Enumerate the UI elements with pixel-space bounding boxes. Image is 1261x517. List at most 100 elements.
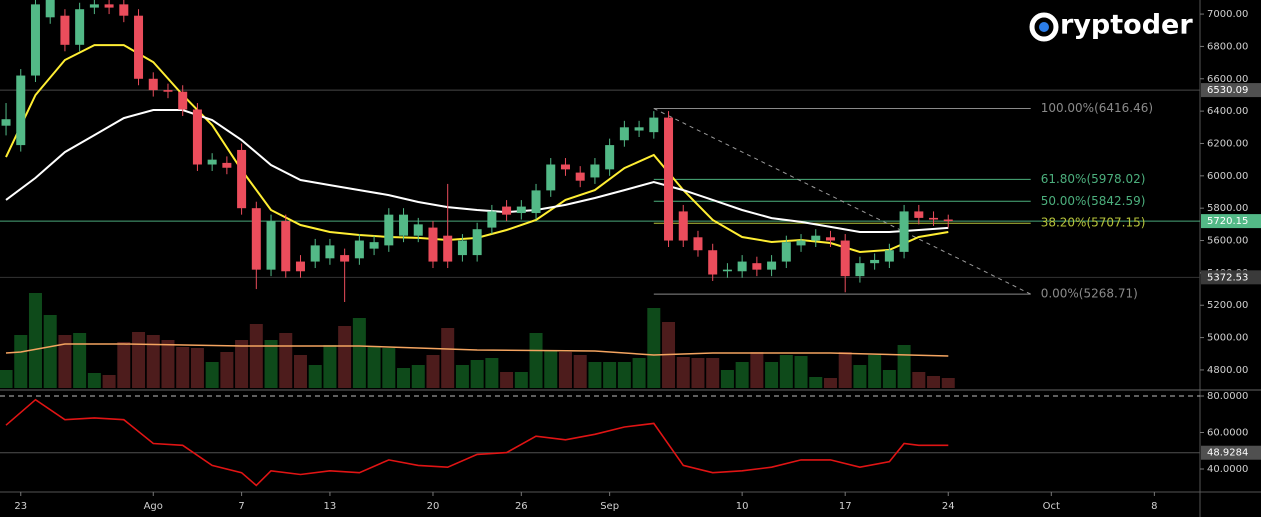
candle-body bbox=[369, 242, 379, 249]
candle-body bbox=[752, 263, 762, 270]
x-tick-label: 23 bbox=[14, 501, 27, 512]
fib-level-label: 61.80%(5978.02) bbox=[1041, 172, 1146, 186]
volume-bar bbox=[823, 378, 837, 388]
volume-bar bbox=[132, 332, 146, 388]
candle-body bbox=[678, 211, 688, 241]
candle-body bbox=[340, 255, 350, 262]
candle-body bbox=[914, 211, 924, 218]
volume-bar bbox=[676, 357, 690, 388]
volume-bar bbox=[58, 335, 72, 388]
candle-body bbox=[16, 75, 26, 146]
candle-body bbox=[649, 117, 659, 133]
candle-body bbox=[428, 227, 438, 262]
moving-average-line bbox=[5, 109, 949, 233]
volume-bar bbox=[397, 368, 411, 388]
x-tick-label: 7 bbox=[238, 501, 244, 512]
volume-bar bbox=[588, 362, 602, 388]
volume-bar bbox=[514, 372, 528, 388]
candle-body bbox=[531, 190, 541, 214]
volume-bar bbox=[220, 352, 234, 388]
volume-bar bbox=[28, 293, 42, 388]
volume-bar bbox=[632, 358, 646, 388]
volume-bar bbox=[102, 375, 116, 388]
candle-body bbox=[399, 214, 409, 236]
candle-body bbox=[325, 245, 335, 259]
candle-body bbox=[899, 211, 909, 252]
volume-bar bbox=[779, 355, 793, 388]
candle-body bbox=[884, 250, 894, 262]
candle-body bbox=[737, 261, 747, 272]
y-tick-label: 6000.00 bbox=[1207, 171, 1248, 182]
candle-body bbox=[708, 250, 718, 275]
rsi-tick-label: 60.0000 bbox=[1207, 428, 1248, 439]
volume-bar bbox=[279, 333, 293, 388]
candle-body bbox=[384, 214, 394, 246]
candle-body bbox=[134, 15, 144, 79]
candle-body bbox=[1, 119, 11, 126]
volume-bar bbox=[647, 308, 661, 388]
y-tick-label: 6400.00 bbox=[1207, 106, 1248, 117]
volume-bar bbox=[14, 335, 28, 388]
volume-bar bbox=[897, 345, 911, 388]
candle-body bbox=[781, 242, 791, 262]
candle-body bbox=[825, 237, 835, 241]
rsi-pane bbox=[0, 395, 1200, 487]
candle-body bbox=[30, 4, 40, 76]
volume-average-line bbox=[5, 343, 949, 357]
candle-body bbox=[516, 206, 526, 214]
logo-icon-dot bbox=[1039, 22, 1049, 32]
volume-bar bbox=[176, 347, 190, 388]
fib-level-label: 100.00%(6416.46) bbox=[1041, 101, 1153, 115]
candle-body bbox=[605, 145, 615, 170]
candle-body bbox=[487, 211, 497, 228]
rsi-marker-label: 48.9284 bbox=[1207, 448, 1248, 459]
candle-body bbox=[443, 235, 453, 262]
logo: ryptoder bbox=[1029, 10, 1193, 42]
y-tick-label: 5200.00 bbox=[1207, 300, 1248, 311]
volume-bar bbox=[868, 355, 882, 388]
y-tick-label: 7000.00 bbox=[1207, 9, 1248, 20]
volume-bar bbox=[529, 333, 543, 388]
volume-bar bbox=[603, 362, 617, 388]
volume-bar bbox=[735, 362, 749, 388]
volume-bar bbox=[470, 360, 484, 388]
candle-body bbox=[664, 117, 674, 241]
volume-bar bbox=[293, 355, 307, 388]
candle-body bbox=[222, 162, 232, 168]
candle-body bbox=[767, 261, 777, 270]
price-marker-box bbox=[1201, 270, 1261, 285]
candle-body bbox=[178, 91, 188, 110]
y-tick-label: 5000.00 bbox=[1207, 333, 1248, 344]
fib-level-label: 38.20%(5707.15) bbox=[1041, 216, 1146, 230]
volume-bar bbox=[43, 315, 57, 388]
candle-body bbox=[295, 261, 305, 272]
volume-bar bbox=[912, 372, 926, 388]
volume-bar bbox=[352, 318, 366, 388]
candle-body bbox=[207, 159, 217, 165]
x-tick-label: 10 bbox=[736, 501, 749, 512]
volume-bar bbox=[455, 365, 469, 388]
volume-bar bbox=[927, 376, 941, 388]
volume-bar bbox=[691, 358, 705, 388]
candle-body bbox=[163, 90, 173, 92]
candle-body bbox=[60, 15, 70, 45]
price-marker-box bbox=[1201, 83, 1261, 98]
candle-body bbox=[75, 9, 85, 45]
candle-body bbox=[590, 164, 600, 178]
x-tick-label: Oct bbox=[1043, 501, 1060, 512]
rsi-tick-label: 80.0000 bbox=[1207, 391, 1248, 402]
volume-bar bbox=[720, 370, 734, 388]
volume-bar bbox=[411, 365, 425, 388]
volume-bar bbox=[558, 352, 572, 388]
candle-body bbox=[237, 149, 247, 209]
volume-pane bbox=[0, 293, 955, 388]
candle-body bbox=[693, 237, 703, 251]
volume-bar bbox=[205, 362, 219, 388]
fib-level-label: 50.00%(5842.59) bbox=[1041, 194, 1146, 208]
y-tick-label: 4800.00 bbox=[1207, 365, 1248, 376]
volume-bar bbox=[941, 378, 955, 388]
volume-bar bbox=[249, 324, 263, 388]
candle-body bbox=[722, 269, 732, 272]
rsi-line bbox=[5, 398, 949, 487]
x-tick-label: 17 bbox=[839, 501, 852, 512]
